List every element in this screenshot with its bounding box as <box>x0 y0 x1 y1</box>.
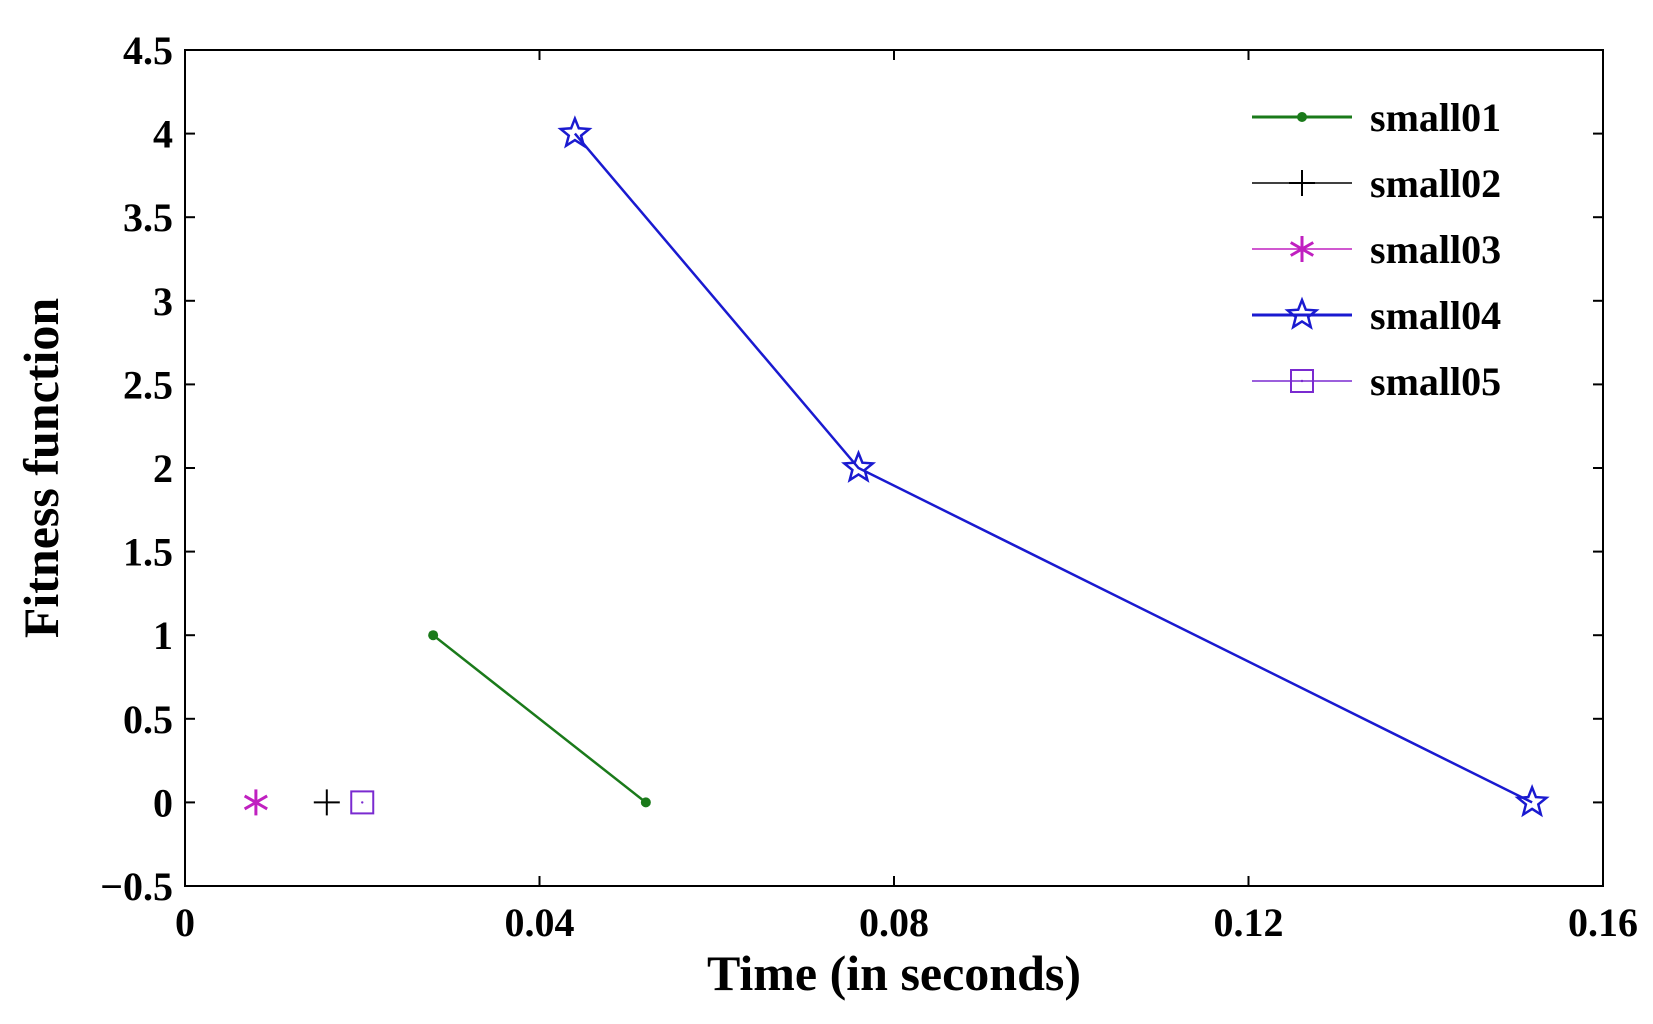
data-point-small05 <box>350 790 375 815</box>
legend-label: small03 <box>1370 227 1501 272</box>
data-point-small04 <box>1514 783 1550 818</box>
y-tick-label: 2.5 <box>123 362 173 407</box>
legend-label: small05 <box>1370 359 1501 404</box>
y-tick-label: 3.5 <box>123 195 173 240</box>
legend-marker <box>1289 170 1315 196</box>
data-point-small04 <box>841 449 877 483</box>
legend-item-small05: small05 <box>1252 359 1501 404</box>
y-tick-label: 3 <box>153 279 173 324</box>
y-tick-label: 1.5 <box>123 530 173 575</box>
data-point-small01 <box>640 797 651 808</box>
series-small05 <box>350 790 375 815</box>
legend-marker <box>1284 296 1320 330</box>
x-tick-label: 0.08 <box>859 900 929 945</box>
series-small02 <box>313 789 340 816</box>
y-tick-label: 1 <box>153 613 173 658</box>
legend-label: small01 <box>1370 95 1501 140</box>
y-tick-label: −0.5 <box>100 864 173 909</box>
legend-item-small01: small01 <box>1252 95 1501 140</box>
legend-item-small03: small03 <box>1252 227 1501 272</box>
data-point-small04 <box>557 115 593 149</box>
x-tick-label: 0.16 <box>1568 900 1638 945</box>
series-line-small01 <box>432 634 647 804</box>
y-tick-label: 0.5 <box>123 697 173 742</box>
ticks: 0 0.04 0.08 0.12 0.16−0.500.511.522.533.544.… <box>100 28 1638 945</box>
data-point-small02 <box>313 789 340 816</box>
y-tick-label: 4 <box>153 112 173 157</box>
x-tick-label: 0 <box>175 900 195 945</box>
legend-marker <box>1290 369 1314 393</box>
legend: small01 small02 small03 small04 small05 <box>1252 95 1501 404</box>
legend-marker <box>1289 236 1315 262</box>
series-layer <box>243 115 1550 818</box>
series-small04 <box>557 115 1550 818</box>
x-axis-label: Time (in seconds) <box>707 945 1081 1001</box>
legend-item-small04: small04 <box>1252 293 1501 338</box>
y-tick-label: 0 <box>153 780 173 825</box>
y-tick-label: 4.5 <box>123 28 173 73</box>
y-axis-label: Fitness function <box>13 298 69 639</box>
legend-label: small04 <box>1370 293 1501 338</box>
data-point-small01 <box>428 630 439 641</box>
series-small01 <box>428 630 651 808</box>
y-tick-label: 2 <box>153 446 173 491</box>
series-line-small04 <box>573 132 1533 804</box>
legend-item-small02: small02 <box>1252 161 1501 206</box>
legend-marker <box>1297 112 1307 122</box>
x-tick-label: 0.12 <box>1214 900 1284 945</box>
legend-label: small02 <box>1370 161 1501 206</box>
data-point-small03 <box>243 789 268 816</box>
series-small03 <box>243 789 268 816</box>
x-tick-label: 0.04 <box>505 900 575 945</box>
